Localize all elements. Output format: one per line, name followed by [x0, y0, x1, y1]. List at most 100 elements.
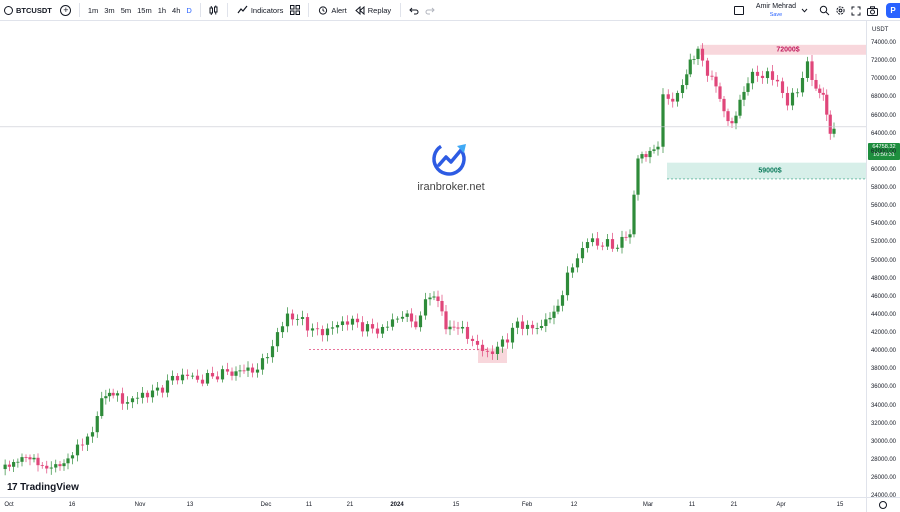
user-menu[interactable]: Amir Mehrad Save [756, 3, 796, 19]
candle-body [170, 375, 175, 381]
tradingview-name: TradingView [20, 482, 79, 493]
candle [340, 316, 345, 331]
interval-3m[interactable]: 3m [104, 5, 115, 15]
candle-body [220, 369, 225, 380]
candle-body [340, 321, 345, 326]
candle [624, 231, 628, 241]
candle [685, 69, 689, 90]
symbol-search[interactable]: BTCUSDT [0, 5, 58, 15]
candle [628, 229, 632, 244]
candle-body [130, 398, 135, 403]
interval-5m[interactable]: 5m [120, 5, 132, 15]
candle [375, 322, 380, 339]
publish-button[interactable]: P [886, 3, 900, 18]
scale-settings-corner[interactable] [866, 497, 900, 512]
candle-body [360, 322, 365, 332]
replay-button[interactable]: Replay [351, 5, 395, 15]
user-menu-dropdown[interactable] [796, 3, 812, 19]
candle-body [790, 92, 795, 106]
candle-body [418, 315, 423, 328]
candle-body [423, 299, 428, 316]
interval-D[interactable]: D [186, 5, 192, 15]
candle-body [432, 296, 436, 298]
candle-body [600, 245, 605, 247]
candle [62, 459, 66, 471]
fullscreen-button[interactable] [848, 3, 864, 19]
price-tick-label: 40000.00 [870, 348, 896, 355]
time-tick-label: 21 [346, 502, 354, 508]
candle [7, 460, 11, 472]
candle [185, 369, 190, 380]
candle-body [692, 59, 696, 60]
candle [828, 110, 832, 140]
zones-layer [309, 44, 866, 363]
candle-body [730, 121, 734, 124]
candle-body [70, 455, 75, 459]
settings-button[interactable] [832, 3, 848, 19]
price-chart[interactable] [0, 21, 866, 497]
search-icon [4, 5, 13, 15]
alert-button[interactable]: Alert [314, 5, 350, 15]
candle [475, 334, 480, 351]
candle [675, 90, 680, 107]
candle-body [100, 398, 104, 417]
candle [818, 84, 822, 99]
candle [470, 335, 475, 347]
candle [242, 364, 246, 374]
candle-body [350, 318, 355, 325]
candle-body [552, 311, 556, 318]
price-tick-label: 72000.00 [870, 58, 896, 65]
candle [246, 361, 250, 378]
interval-4h[interactable]: 4h [172, 5, 181, 15]
candle [385, 321, 390, 332]
candle [710, 70, 714, 81]
candle [95, 411, 99, 438]
candle [220, 365, 225, 383]
candle [552, 305, 556, 325]
candle-body [90, 432, 95, 437]
candle [140, 387, 145, 404]
time-scale[interactable]: Oct 16 Nov 13 Dec 11 21 2024 15 Feb 12 Mar 11 21 Apr 15 [0, 497, 866, 512]
price-tick-label: 28000.00 [870, 456, 896, 463]
candle-body [238, 370, 242, 372]
undo-button[interactable] [406, 2, 422, 18]
snapshot-button[interactable] [864, 3, 880, 19]
candle-body [700, 48, 705, 61]
candle-body [722, 98, 726, 112]
candle [175, 373, 180, 385]
candle-body [640, 154, 644, 159]
candle-body [750, 71, 755, 84]
candle [535, 322, 539, 335]
indicators-button[interactable]: Indicators [233, 5, 288, 15]
interval-15m[interactable]: 15m [137, 5, 152, 15]
price-tick-label: 50000.00 [870, 257, 896, 264]
candle-body [210, 373, 215, 377]
price-tick-label: 62000.00 [870, 148, 896, 155]
candle-body [355, 318, 360, 323]
currency-label: USDT [872, 27, 889, 33]
divider [308, 3, 310, 17]
candle-body [95, 416, 99, 433]
candle-body [12, 462, 16, 467]
candle-body [246, 367, 250, 371]
layout-toggle-icon[interactable] [733, 6, 744, 15]
compare-symbol-button[interactable]: + [58, 2, 74, 18]
candle-body [255, 369, 260, 373]
candle [135, 391, 140, 405]
time-tick-label: Nov [134, 502, 146, 508]
quick-search-button[interactable] [816, 3, 832, 19]
chart-type-button[interactable] [206, 2, 222, 18]
price-tick-label: 60000.00 [870, 166, 896, 173]
interval-1h[interactable]: 1h [157, 5, 167, 15]
last-price-tag: 64758.32 10:50:31 [868, 143, 900, 160]
candle [671, 92, 675, 108]
price-scale[interactable]: USDT 64758.32 10:50:31 74000.00 72000.00 7… [866, 21, 900, 499]
candle [40, 462, 44, 469]
candle [436, 290, 440, 308]
candle-body [530, 324, 535, 329]
interval-1m[interactable]: 1m [87, 5, 99, 15]
price-tick-label: 70000.00 [870, 76, 896, 83]
layouts-button[interactable] [287, 2, 303, 18]
redo-button[interactable] [422, 2, 438, 18]
candle [700, 43, 705, 67]
